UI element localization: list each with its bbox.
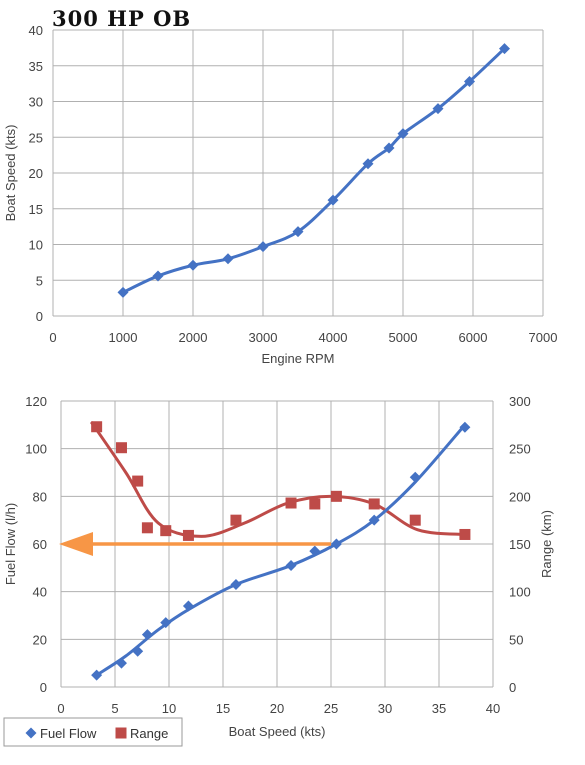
range-point-9 — [330, 490, 342, 502]
fuel-flow-point-6 — [230, 579, 242, 591]
fuel-flow-point-7 — [285, 559, 297, 571]
chart1-xtick-3: 3000 — [249, 330, 278, 345]
chart1-ytick-3: 15 — [29, 202, 43, 217]
chart2-y2tick-1: 50 — [509, 632, 523, 647]
chart1-ylabel: Boat Speed (kts) — [3, 125, 18, 222]
chart1-point-9 — [397, 128, 409, 140]
chart1-point-1 — [152, 270, 164, 282]
arrow-head — [59, 532, 93, 556]
chart1-ytick-5: 25 — [29, 130, 43, 145]
chart2-y2tick-0: 0 — [509, 680, 516, 695]
fuel-flow-point-11 — [409, 471, 421, 483]
legend-range-label: Range — [130, 726, 168, 741]
chart2-y2tick-2: 100 — [509, 585, 531, 600]
chart1-ytick-6: 30 — [29, 95, 43, 110]
range-point-8 — [309, 498, 321, 510]
range-point-6 — [230, 514, 242, 526]
chart2-xtick-2: 10 — [162, 701, 176, 716]
chart2-xtick-5: 25 — [324, 701, 338, 716]
chart2-xlabel: Boat Speed (kts) — [229, 724, 326, 739]
fuel-flow-point-2 — [132, 645, 144, 657]
chart2-ytick-5: 100 — [25, 442, 47, 457]
chart1-point-0 — [117, 286, 129, 298]
chart2-y2tick-5: 250 — [509, 442, 531, 457]
fuel-flow-point-10 — [368, 514, 380, 526]
chart1-point-7 — [362, 158, 374, 170]
chart2-ytick-2: 40 — [33, 585, 47, 600]
chart1-xtick-5: 5000 — [389, 330, 418, 345]
fuel-flow-point-9 — [330, 538, 342, 550]
range-point-2 — [132, 475, 144, 487]
chart2-xtick-8: 40 — [486, 701, 500, 716]
chart2-y2label: Range (km) — [539, 510, 554, 578]
chart2-ytick-4: 80 — [33, 489, 47, 504]
chart1-ytick-8: 40 — [29, 23, 43, 38]
chart2-xtick-6: 30 — [378, 701, 392, 716]
fuel-flow-point-0 — [91, 669, 103, 681]
fuel-flow-point-8 — [309, 545, 321, 557]
chart1-point-11 — [464, 75, 475, 87]
fuel-flow-point-1 — [115, 657, 127, 669]
chart1-ytick-4: 20 — [29, 166, 43, 181]
chart1-point-8 — [383, 142, 395, 154]
chart2-ytick-6: 120 — [25, 394, 47, 409]
chart1-xtick-1: 1000 — [109, 330, 138, 345]
legend-range-marker — [115, 727, 127, 739]
chart-title: 300 HP OB — [52, 6, 191, 31]
chart2-xtick-3: 15 — [216, 701, 230, 716]
chart1-point-12 — [499, 43, 510, 55]
chart1-ytick-1: 5 — [36, 273, 43, 288]
chart1-xtick-2: 2000 — [179, 330, 208, 345]
chart2-xtick-7: 35 — [432, 701, 446, 716]
legend-fuel-flow-marker — [25, 727, 37, 739]
chart1-ytick-7: 35 — [29, 59, 43, 74]
fuel-flow-point-5 — [182, 600, 194, 612]
chart2-xtick-4: 20 — [270, 701, 284, 716]
chart1-xtick-0: 0 — [49, 330, 56, 345]
chart1-point-4 — [257, 241, 269, 253]
chart1-ytick-2: 10 — [29, 238, 43, 253]
chart1-point-2 — [187, 259, 199, 271]
range-point-5 — [182, 529, 194, 541]
chart1-point-5 — [292, 226, 304, 238]
chart1-xlabel: Engine RPM — [262, 351, 335, 366]
range-point-0 — [91, 421, 103, 433]
range-trend-line — [90, 421, 466, 538]
chart2-ytick-0: 0 — [40, 680, 47, 695]
chart1-xtick-7: 7000 — [529, 330, 558, 345]
range-point-11 — [409, 514, 421, 526]
range-point-1 — [115, 442, 127, 454]
chart2-ylabel: Fuel Flow (l/h) — [3, 503, 18, 585]
chart2-xtick-1: 5 — [111, 701, 118, 716]
fuel-flow-trend-line — [95, 423, 467, 677]
fuel-flow-point-3 — [141, 629, 153, 641]
chart1-series-line — [122, 47, 506, 294]
legend-fuel-flow-label: Fuel Flow — [40, 726, 97, 741]
range-point-10 — [368, 498, 380, 510]
chart2-ytick-1: 20 — [33, 632, 47, 647]
chart2-y2tick-6: 300 — [509, 394, 531, 409]
chart2-ytick-3: 60 — [33, 537, 47, 552]
chart1-point-10 — [432, 103, 444, 115]
chart1-point-6 — [327, 194, 339, 206]
fuel-flow-point-12 — [459, 421, 471, 433]
chart1-xtick-4: 4000 — [319, 330, 348, 345]
chart2-y2tick-3: 150 — [509, 537, 531, 552]
range-point-3 — [141, 522, 153, 534]
chart2-xtick-0: 0 — [57, 701, 64, 716]
range-point-7 — [285, 497, 297, 509]
range-point-12 — [459, 528, 471, 540]
chart2-y2tick-4: 200 — [509, 489, 531, 504]
fuel-flow-point-4 — [160, 617, 172, 629]
range-point-4 — [160, 525, 172, 537]
chart1-xtick-6: 6000 — [459, 330, 488, 345]
chart1-point-3 — [222, 253, 234, 265]
chart1-ytick-0: 0 — [36, 309, 43, 324]
